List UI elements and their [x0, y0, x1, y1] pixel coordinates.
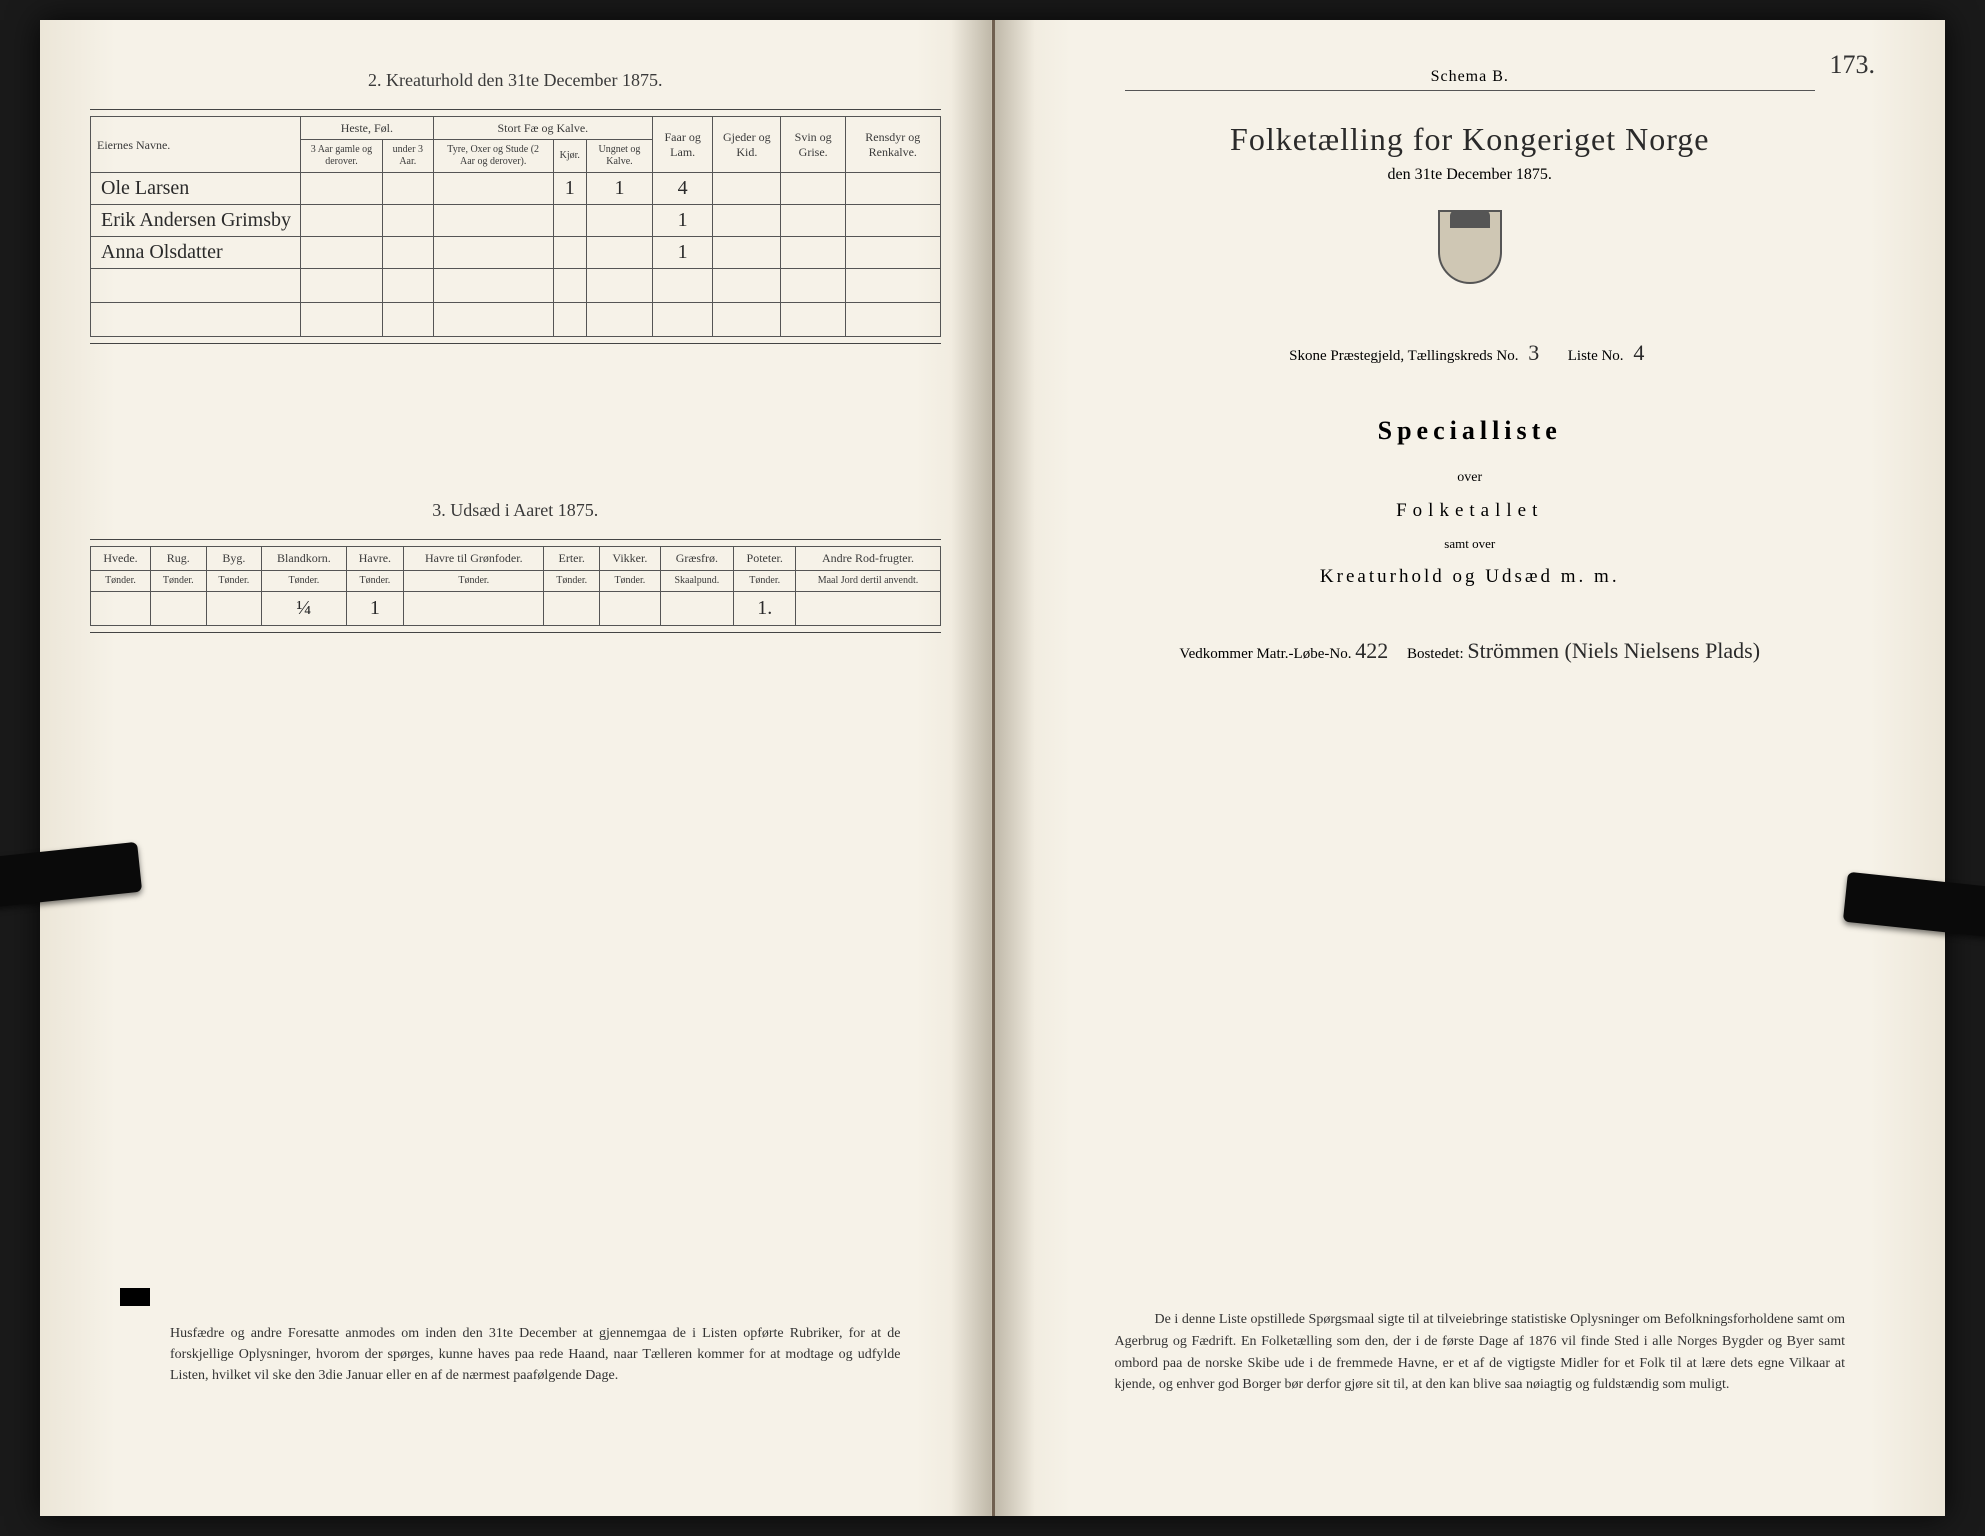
parish-prefix: Skone Præstegjeld, Tællingskreds No. [1289, 348, 1518, 364]
book-spread: 2. Kreaturhold den 31te December 1875. E… [40, 20, 1945, 1516]
table-row: Anna Olsdatter 1 [91, 237, 941, 269]
census-title: Folketælling for Kongeriget Norge [1045, 121, 1896, 158]
col-andre: Andre Rod-frugter. [796, 547, 940, 570]
section-3-title: 3. Udsæd i Aaret 1875. [90, 500, 941, 521]
col-names: Eiernes Navne. [91, 117, 301, 173]
left-page: 2. Kreaturhold den 31te December 1875. E… [40, 20, 992, 1516]
col-blandkorn: Blandkorn. [262, 547, 347, 570]
col-rensdyr: Rensdyr og Renkalve. [846, 117, 940, 173]
col-heste-3aar: 3 Aar gamle og derover. [301, 140, 383, 173]
divider [90, 343, 941, 344]
samt-over-label: samt over [1045, 536, 1896, 552]
divider [90, 632, 941, 633]
schema-label: Schema B. [1045, 68, 1896, 86]
cell-blandkorn: ¼ [262, 591, 347, 625]
cell-faar: 1 [652, 237, 712, 269]
over-label: over [1045, 470, 1896, 486]
footnote-text: Husfædre og andre Foresatte anmodes om i… [170, 1323, 901, 1386]
col-faar: Faar og Lam. [652, 117, 712, 173]
cell-poteter: 1. [733, 591, 796, 625]
specialliste-heading: Specialliste [1045, 416, 1896, 446]
liste-number: 4 [1633, 340, 1644, 365]
owner-name: Anna Olsdatter [91, 237, 301, 269]
col-poteter: Poteter. [733, 547, 796, 570]
divider [1125, 90, 1816, 91]
binder-clip [1843, 872, 1985, 938]
page-number: 173. [1830, 50, 1876, 80]
bosted-value: Strömmen (Niels Nielsens Plads) [1467, 638, 1760, 663]
col-vikker: Vikker. [599, 547, 660, 570]
liste-label: Liste No. [1568, 348, 1624, 364]
col-heste: Heste, Føl. [301, 117, 434, 140]
divider [90, 539, 941, 540]
cell-kjor: 1 [553, 173, 586, 205]
table-row: Ole Larsen 1 1 4 [91, 173, 941, 205]
udsaed-table: Hvede. Rug. Byg. Blandkorn. Havre. Havre… [90, 546, 941, 625]
unit: Tønder. [404, 570, 544, 591]
unit: Tønder. [262, 570, 347, 591]
owner-name: Ole Larsen [91, 173, 301, 205]
col-havre: Havre. [346, 547, 403, 570]
unit: Tønder. [206, 570, 262, 591]
unit: Tønder. [91, 570, 151, 591]
folketallet-heading: Folketallet [1045, 500, 1896, 522]
census-date: den 31te December 1875. [1045, 166, 1896, 184]
kreds-number: 3 [1528, 340, 1539, 365]
unit: Maal Jord dertil anvendt. [796, 570, 940, 591]
col-tyre: Tyre, Oxer og Stude (2 Aar og derover). [433, 140, 553, 173]
bottom-paragraph: De i denne Liste opstillede Spørgsmaal s… [1115, 1309, 1846, 1396]
kreaturhold-heading: Kreaturhold og Udsæd m. m. [1045, 566, 1896, 588]
binder-clip [0, 842, 142, 908]
bosted-label: Bostedet: [1407, 646, 1464, 662]
pointing-hand-icon [120, 1288, 150, 1306]
col-hvede: Hvede. [91, 547, 151, 570]
col-svin: Svin og Grise. [781, 117, 846, 173]
unit: Skaalpund. [660, 570, 733, 591]
col-rug: Rug. [151, 547, 207, 570]
vedkommer-line: Vedkommer Matr.-Løbe-No. 422 Bostedet: S… [1045, 638, 1896, 664]
col-kjor: Kjør. [553, 140, 586, 173]
parish-line: Skone Præstegjeld, Tællingskreds No. 3 L… [1045, 340, 1896, 366]
unit: Tønder. [544, 570, 600, 591]
unit: Tønder. [733, 570, 796, 591]
col-erter: Erter. [544, 547, 600, 570]
col-fae: Stort Fæ og Kalve. [433, 117, 652, 140]
cell-havre: 1 [346, 591, 403, 625]
gutter-shadow [951, 20, 991, 1516]
table-row [91, 303, 941, 337]
cell-ung: 1 [586, 173, 652, 205]
unit: Tønder. [151, 570, 207, 591]
col-byg: Byg. [206, 547, 262, 570]
table-row [91, 269, 941, 303]
gutter-shadow [995, 20, 1035, 1516]
section-2-title: 2. Kreaturhold den 31te December 1875. [90, 70, 941, 91]
unit: Tønder. [599, 570, 660, 591]
coat-of-arms-icon [1430, 210, 1510, 310]
table-row: ¼ 1 1. [91, 591, 941, 625]
col-havregr: Havre til Grønfoder. [404, 547, 544, 570]
matr-label: Vedkommer Matr.-Løbe-No. [1179, 646, 1351, 662]
col-ung: Ungnet og Kalve. [586, 140, 652, 173]
col-heste-under3: under 3 Aar. [382, 140, 433, 173]
cell-faar: 4 [652, 173, 712, 205]
matr-number: 422 [1355, 638, 1388, 663]
table-row: Erik Andersen Grimsby 1 [91, 205, 941, 237]
cell-faar: 1 [652, 205, 712, 237]
col-graesfro: Græsfrø. [660, 547, 733, 570]
divider [90, 109, 941, 110]
col-gjeder: Gjeder og Kid. [713, 117, 781, 173]
kreaturhold-table: Eiernes Navne. Heste, Føl. Stort Fæ og K… [90, 116, 941, 337]
right-page: 173. Schema B. Folketælling for Kongerig… [992, 20, 1946, 1516]
owner-name: Erik Andersen Grimsby [91, 205, 301, 237]
unit: Tønder. [346, 570, 403, 591]
